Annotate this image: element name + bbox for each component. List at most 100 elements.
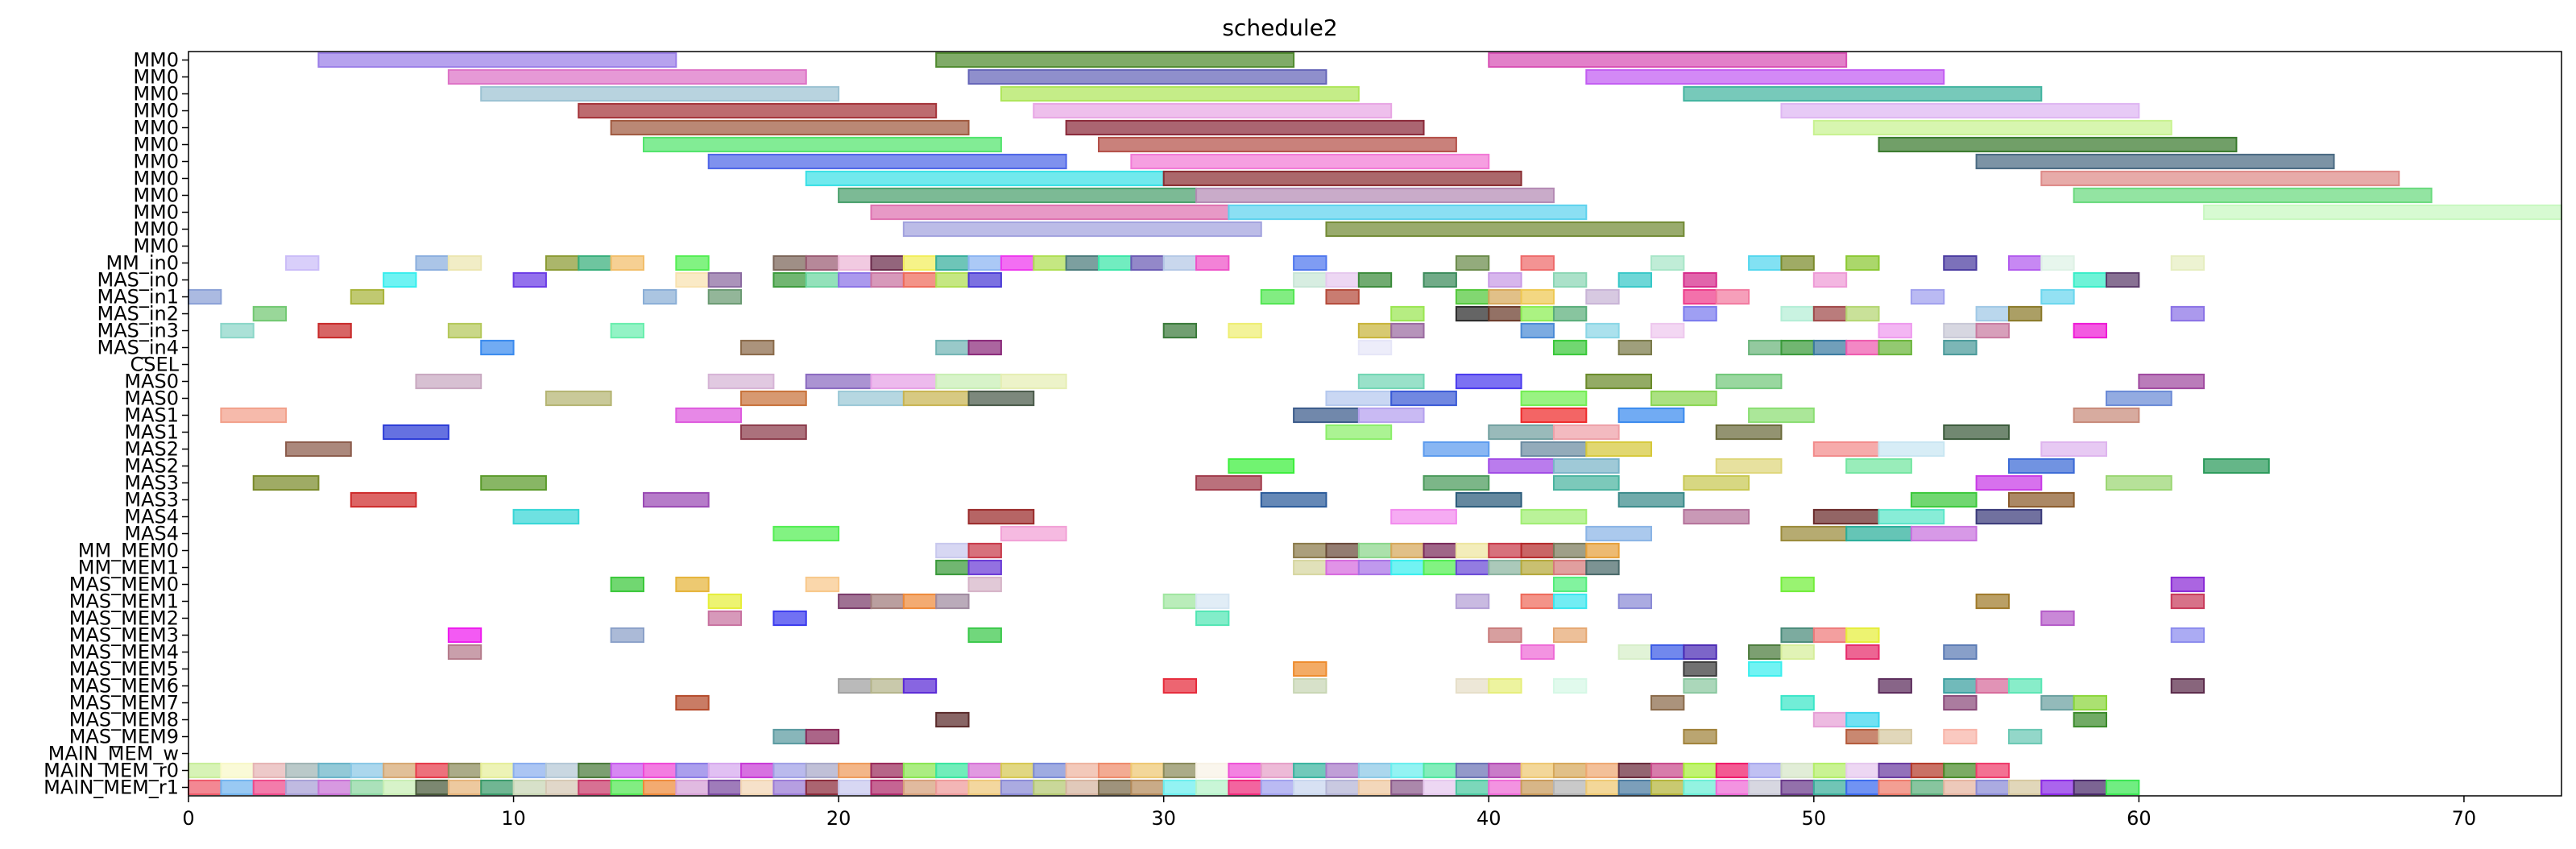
task-bar (935, 339, 970, 356)
task-bar (220, 407, 288, 424)
task-bar (1162, 322, 1198, 339)
task-bar (772, 271, 807, 288)
task-bar (610, 779, 644, 796)
task-bar (1975, 305, 2010, 322)
task-bar (1585, 441, 1653, 458)
task-bar (2073, 187, 2433, 204)
task-bar (1390, 390, 1457, 407)
task-bar (967, 339, 1002, 356)
task-bar (350, 288, 385, 305)
task-bar (1715, 762, 1750, 779)
task-bar (1845, 762, 1880, 779)
task-bar (285, 779, 320, 796)
task-bar (545, 255, 580, 271)
task-bar (1812, 627, 1848, 644)
task-bar (1488, 424, 1555, 441)
task-bar (545, 779, 580, 796)
task-bar (1357, 373, 1425, 390)
task-bar (1488, 305, 1522, 322)
task-bar (1097, 779, 1133, 796)
task-bar (1065, 762, 1100, 779)
task-bar (1293, 559, 1327, 576)
task-bar (2073, 407, 2140, 424)
task-bar (512, 271, 547, 288)
task-bar (1520, 305, 1555, 322)
task-bar (838, 779, 872, 796)
task-bar (1552, 627, 1588, 644)
task-bar (1455, 762, 1490, 779)
task-bar (1878, 441, 1945, 458)
task-bar (1585, 373, 1653, 390)
y-tick-label: MM_MEM1 (78, 557, 179, 579)
task-bar (1748, 661, 1783, 677)
task-bar (1065, 255, 1100, 271)
task-bar (870, 271, 905, 288)
task-bar (870, 204, 1230, 221)
task-bar (220, 779, 255, 796)
task-bar (675, 271, 710, 288)
task-bar (2170, 677, 2205, 694)
task-bar (1293, 762, 1327, 779)
y-tick-label: MM0 (133, 66, 179, 89)
task-bar (1812, 339, 1848, 356)
task-bar (1423, 474, 1490, 491)
task-bar (1748, 339, 1783, 356)
task-bar (2007, 305, 2043, 322)
task-bar (642, 136, 1002, 153)
task-bar (252, 779, 288, 796)
task-bar (1455, 255, 1490, 271)
task-bar (1780, 525, 1848, 542)
task-bar (838, 255, 872, 271)
task-bar (1943, 677, 1978, 694)
task-bar (512, 508, 580, 525)
task-bar (935, 52, 1295, 68)
task-bar (1162, 677, 1198, 694)
task-bar (1683, 644, 1717, 661)
task-bar (578, 255, 612, 271)
task-bar (967, 627, 1002, 644)
y-tick-label: MAS2 (124, 455, 179, 478)
task-bar (1650, 390, 1717, 407)
task-bar (1552, 542, 1588, 559)
task-bars (188, 52, 2563, 796)
task-bar (383, 271, 417, 288)
task-bar (1585, 322, 1620, 339)
task-bar (1195, 187, 1555, 204)
task-bar (1683, 271, 1717, 288)
task-bar (675, 255, 710, 271)
task-bar (1585, 68, 1945, 85)
task-bar (2203, 458, 2270, 474)
task-bar (1260, 779, 1295, 796)
task-bar (1845, 525, 1912, 542)
task-bar (1683, 508, 1750, 525)
task-bar (610, 762, 644, 779)
y-tick-label: MAIN_MEM_w (48, 743, 179, 765)
task-bar (1455, 373, 1522, 390)
task-bar (642, 762, 677, 779)
task-bar (1812, 762, 1848, 779)
task-bar (1780, 644, 1815, 661)
x-tick-label: 10 (501, 807, 526, 830)
task-bar (2040, 441, 2108, 458)
task-bar (967, 542, 1002, 559)
task-bar (415, 762, 449, 779)
task-bar (967, 255, 1002, 271)
task-bar (415, 779, 449, 796)
task-bar (902, 390, 970, 407)
task-bar (350, 779, 385, 796)
task-bar (805, 255, 840, 271)
task-bar (1812, 305, 1848, 322)
task-bar (1552, 576, 1588, 593)
task-bar (1520, 390, 1588, 407)
task-bar (1617, 407, 1685, 424)
task-bar (1585, 559, 1620, 576)
task-bar (1910, 762, 1945, 779)
task-bar (1455, 779, 1490, 796)
task-bar (1943, 322, 1978, 339)
task-bar (1325, 288, 1360, 305)
task-bar (1520, 593, 1555, 610)
y-tick-label: MAS_MEM3 (69, 624, 179, 647)
task-bar (1878, 762, 1912, 779)
task-bar (1878, 728, 1912, 745)
task-bar (512, 779, 547, 796)
